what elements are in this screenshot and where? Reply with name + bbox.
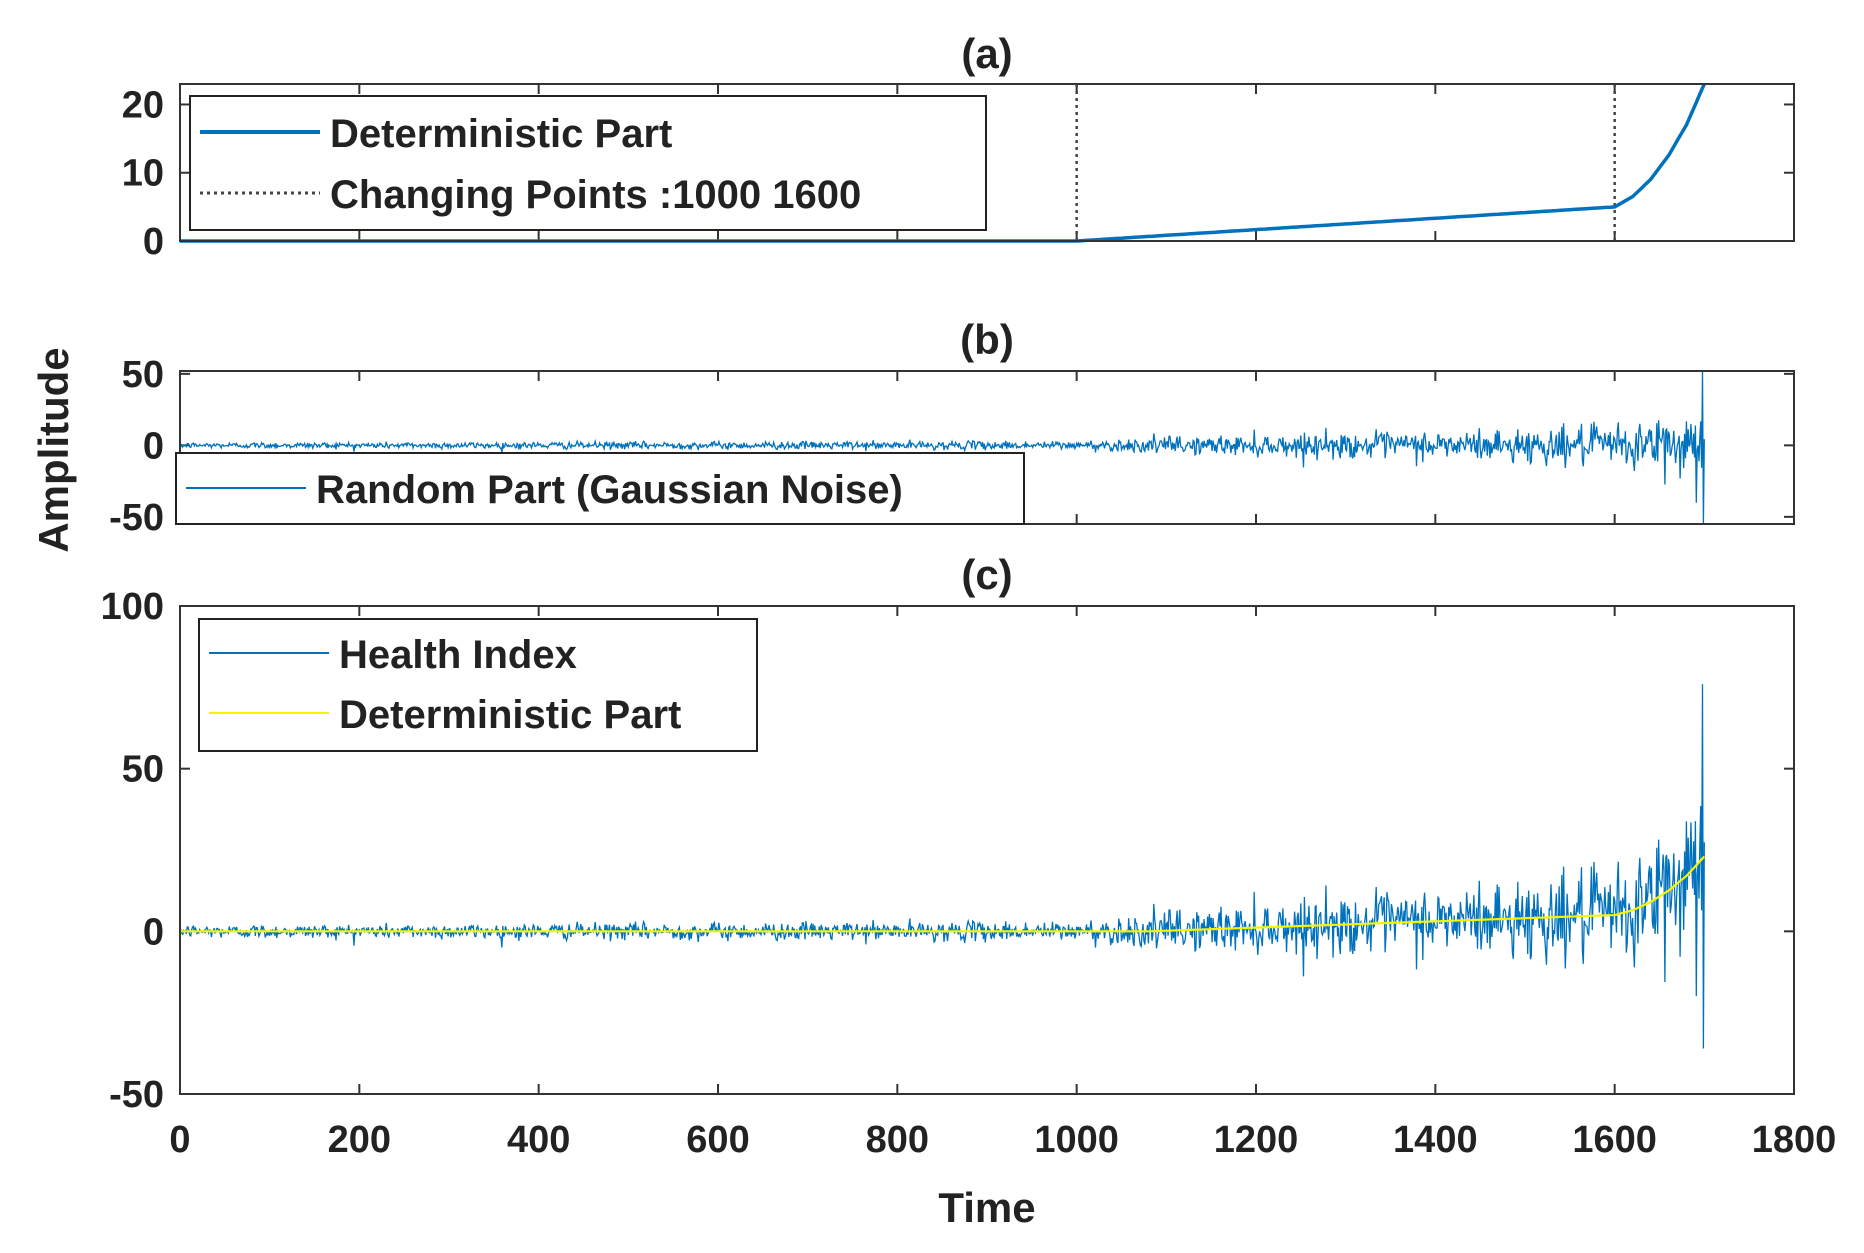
y-tick-label: -50 [109,497,164,539]
x-tick-label: 0 [169,1119,190,1161]
y-tick-label: -50 [109,1074,164,1116]
deterministic-part-yellow-line [180,855,1706,933]
x-axis-label: Time [938,1184,1035,1231]
random-part-line [179,370,1705,525]
panel-c-title: (c) [961,551,1012,598]
y-tick-label: 0 [143,911,164,953]
x-tick-label: 1600 [1572,1119,1657,1161]
x-tick-label: 600 [686,1119,749,1161]
panel-b-ticks: -50 0 50 [109,354,1795,539]
y-tick-label: 20 [122,84,164,126]
panel-b-legend: Random Part (Gaussian Noise) [175,452,1025,525]
panel-c-plot [179,684,1706,1049]
panel-b-legend-box [175,452,1025,525]
panel-c-legend: Health Index Deterministic Part [198,618,758,752]
legend-deterministic-yellow-label: Deterministic Part [339,693,681,737]
panel-b: (b) -50 0 50 Random Part (Gaussian Noise) [109,316,1795,539]
panel-a-title: (a) [961,30,1012,77]
y-axis-label: Amplitude [30,347,77,552]
x-tick-label: 1200 [1214,1119,1299,1161]
x-tick-label: 200 [328,1119,391,1161]
x-tick-label: 400 [507,1119,570,1161]
panel-c-legend-box [198,618,758,752]
panel-c-frame [179,605,1795,1095]
legend-deterministic-label: Deterministic Part [330,112,672,156]
legend-health-index-label: Health Index [339,633,577,677]
panel-c: (c) 0 200 400 600 800 1000 1200 1400 1600 1800-50… [101,551,1837,1161]
legend-random-label: Random Part (Gaussian Noise) [316,468,903,512]
y-tick-label: 0 [143,425,164,467]
x-tick-label: 1400 [1393,1119,1478,1161]
y-tick-label: 50 [122,354,164,396]
y-tick-label: 100 [101,586,164,628]
panel-a-frame [179,83,1795,242]
panel-a-legend: Deterministic Part Changing Points :1000… [189,95,987,231]
panel-a: (a) 0 10 20 Deterministic Part Changing Po… [122,30,1795,263]
y-tick-label: 10 [122,153,164,195]
panel-b-plot [179,370,1705,525]
health-index-line [179,684,1705,1049]
x-tick-label: 800 [866,1119,929,1161]
y-tick-label: 0 [143,221,164,263]
x-tick-label: 1000 [1034,1119,1119,1161]
panel-a-legend-box [189,95,987,231]
x-tick-label: 1800 [1752,1119,1837,1161]
legend-changing-points-label: Changing Points :1000 1600 [330,173,861,217]
panel-b-title: (b) [960,316,1014,363]
y-tick-label: 50 [122,749,164,791]
